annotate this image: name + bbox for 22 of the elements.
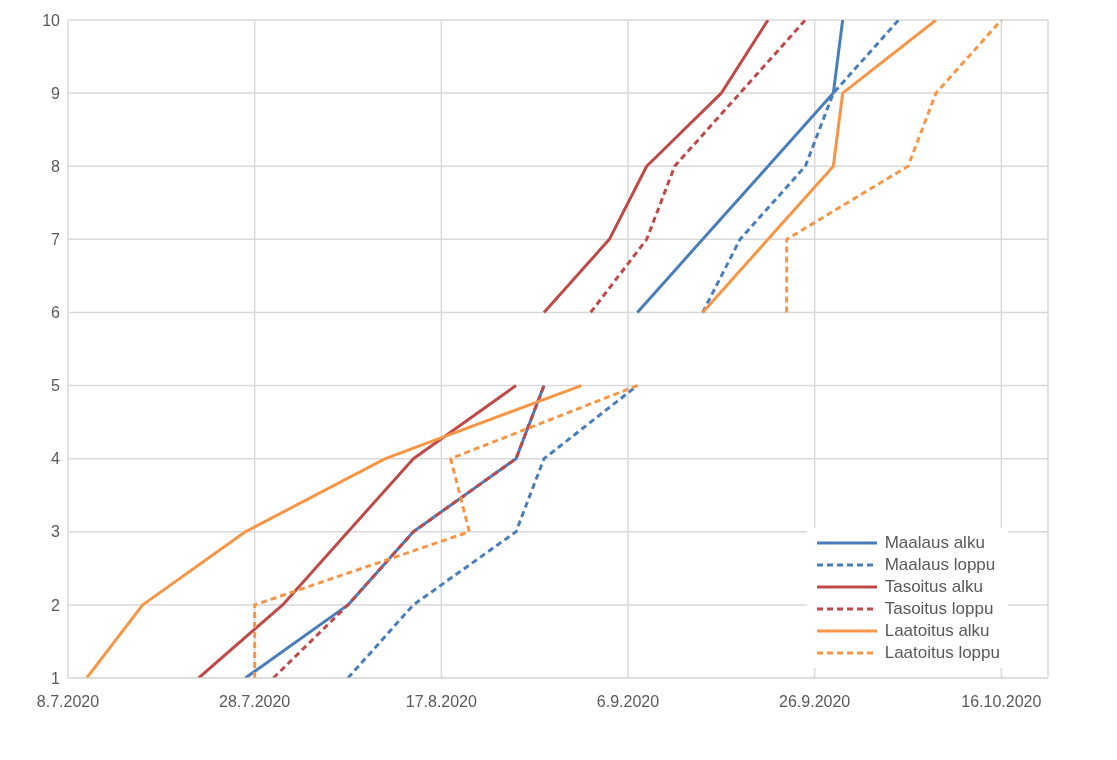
- y-tick-label: 9: [51, 84, 61, 102]
- x-tick-label: 6.9.2020: [596, 693, 660, 711]
- y-tick-label: 8: [51, 157, 61, 175]
- y-tick-label: 4: [51, 450, 61, 468]
- legend-label: Tasoitus alku: [884, 576, 983, 598]
- y-tick-label: 6: [51, 304, 61, 322]
- y-tick-label: 10: [42, 11, 61, 29]
- x-tick-label: 28.7.2020: [219, 693, 291, 711]
- x-tick-label: 26.9.2020: [779, 693, 851, 711]
- y-tick-label: 7: [51, 231, 61, 249]
- x-tick-label: 16.10.2020: [961, 693, 1042, 711]
- y-tick-label: 3: [51, 523, 61, 541]
- x-tick-label: 17.8.2020: [405, 693, 478, 711]
- legend-label: Laatoitus alku: [884, 620, 990, 642]
- legend-label: Maalaus loppu: [884, 554, 996, 576]
- legend-label: Laatoitus loppu: [884, 642, 1000, 664]
- legend-label: Maalaus alku: [884, 532, 985, 554]
- x-tick-label: 8.7.2020: [36, 693, 100, 711]
- y-tick-label: 5: [51, 377, 61, 395]
- legend-label: Tasoitus loppu: [884, 598, 994, 620]
- y-tick-label: 2: [51, 596, 61, 614]
- y-tick-label: 1: [51, 669, 61, 687]
